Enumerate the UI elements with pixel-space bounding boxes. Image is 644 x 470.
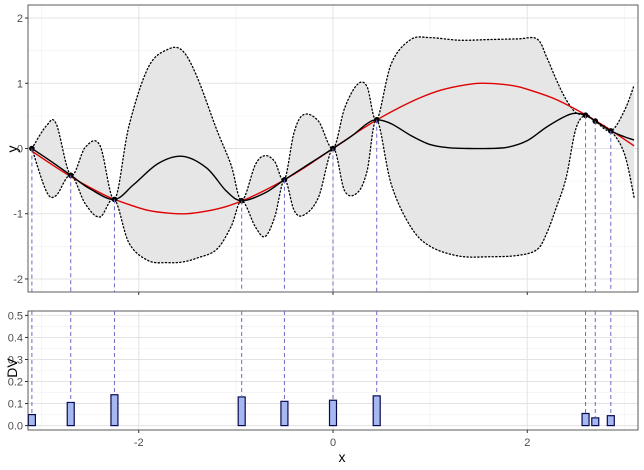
- dv-y-tick-label: 0.2: [8, 377, 23, 389]
- band-lower-line: [31, 114, 635, 264]
- y-axis-title-top: y: [4, 146, 20, 153]
- dv-y-tick-label: 0.4: [8, 332, 23, 344]
- gp-y-tick-label: -2: [13, 274, 23, 286]
- dv-y-tick-label: 0.1: [8, 399, 23, 411]
- observation-guide-lines: [31, 115, 612, 418]
- dv-bar: [591, 417, 600, 427]
- dv-bar: [237, 396, 246, 427]
- gp-y-tick-label: -1: [13, 209, 23, 221]
- dv-bar: [606, 415, 615, 427]
- dv-bar: [328, 399, 338, 427]
- dv-x-tick-label: 2: [524, 437, 530, 449]
- dv-x-tick-label: -2: [134, 437, 144, 449]
- band-upper-line: [31, 36, 635, 202]
- dv-bar: [372, 395, 381, 427]
- dv-y-tick-label: 0.0: [8, 421, 23, 433]
- y-axis-title-bottom: DV: [4, 358, 20, 378]
- dv-bar: [280, 400, 289, 427]
- dv-panel: 0.0 0.1 0.2 0.3 0.4 0.5 -2 0 2: [8, 310, 639, 449]
- gp-y-tick-label: 1: [17, 78, 23, 90]
- axis-labels: y DV x: [4, 146, 346, 466]
- observation-point: [592, 118, 599, 124]
- dv-x-tick-label: 0: [330, 437, 336, 449]
- dv-y-tick-label: 0.3: [8, 354, 23, 366]
- gp-panel: -2 -1 0 1 2: [13, 4, 639, 295]
- confidence-band: [31, 36, 635, 263]
- dv-bar: [27, 413, 36, 427]
- gp-mean-line: [31, 112, 635, 202]
- dv-bar: [66, 401, 75, 427]
- dv-bar: [110, 394, 119, 427]
- x-axis-title: x: [339, 449, 346, 465]
- gp-y-tick-label: 0: [17, 144, 23, 156]
- dv-y-tick-label: 0.5: [8, 310, 23, 322]
- gp-y-tick-label: 2: [17, 13, 23, 25]
- observation-point: [582, 112, 589, 119]
- dv-bar: [581, 412, 590, 427]
